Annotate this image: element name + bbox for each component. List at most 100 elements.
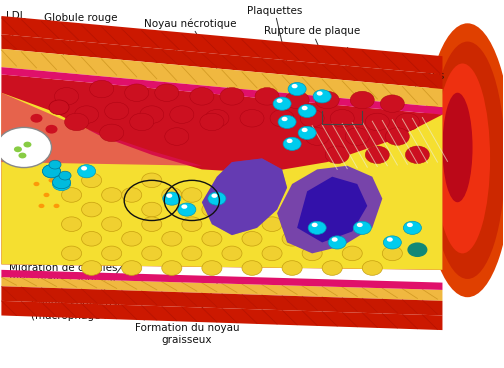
- Circle shape: [302, 217, 322, 231]
- Circle shape: [222, 217, 242, 231]
- Circle shape: [288, 82, 306, 96]
- Circle shape: [222, 246, 242, 261]
- Text: Formation du noyau
graisseux: Formation du noyau graisseux: [135, 278, 239, 344]
- Circle shape: [25, 92, 37, 101]
- Text: Macrophage
(leucocyte modifié): Macrophage (leucocyte modifié): [12, 212, 112, 254]
- Circle shape: [200, 113, 224, 131]
- Polygon shape: [2, 301, 443, 330]
- Circle shape: [240, 110, 264, 127]
- Polygon shape: [202, 159, 287, 235]
- Polygon shape: [2, 67, 443, 114]
- Circle shape: [0, 127, 51, 167]
- Circle shape: [325, 146, 349, 163]
- Circle shape: [202, 261, 222, 275]
- Circle shape: [287, 139, 293, 143]
- Circle shape: [178, 203, 196, 216]
- Ellipse shape: [430, 42, 504, 279]
- Circle shape: [42, 164, 60, 178]
- Text: LDL oxydé: LDL oxydé: [7, 198, 60, 217]
- Circle shape: [262, 188, 282, 202]
- Circle shape: [405, 146, 429, 163]
- Polygon shape: [202, 159, 287, 235]
- Circle shape: [302, 188, 322, 202]
- Circle shape: [61, 188, 82, 202]
- Circle shape: [395, 113, 419, 131]
- Circle shape: [38, 204, 44, 208]
- Circle shape: [43, 193, 49, 197]
- Circle shape: [49, 100, 69, 114]
- Circle shape: [242, 231, 262, 246]
- Circle shape: [181, 205, 187, 209]
- Circle shape: [165, 128, 189, 145]
- Circle shape: [386, 128, 409, 145]
- Circle shape: [190, 88, 214, 105]
- Circle shape: [105, 102, 129, 120]
- Text: Plaque fibreuse: Plaque fibreuse: [144, 35, 225, 76]
- Polygon shape: [2, 93, 443, 270]
- Circle shape: [322, 261, 342, 275]
- Circle shape: [282, 202, 302, 217]
- Circle shape: [262, 217, 282, 231]
- Circle shape: [19, 153, 26, 159]
- Circle shape: [332, 237, 338, 242]
- Circle shape: [182, 217, 202, 231]
- Circle shape: [298, 126, 316, 139]
- Circle shape: [78, 164, 96, 178]
- Polygon shape: [2, 49, 443, 107]
- Circle shape: [305, 128, 329, 145]
- Circle shape: [40, 99, 52, 108]
- Circle shape: [82, 202, 102, 217]
- Circle shape: [49, 160, 61, 169]
- Circle shape: [82, 173, 102, 188]
- Polygon shape: [2, 16, 443, 74]
- Circle shape: [357, 223, 363, 227]
- Circle shape: [302, 246, 322, 261]
- Circle shape: [82, 231, 102, 246]
- Polygon shape: [277, 166, 383, 254]
- Circle shape: [166, 194, 172, 198]
- Circle shape: [292, 84, 297, 88]
- Ellipse shape: [443, 93, 473, 202]
- Text: Globule rouge: Globule rouge: [44, 13, 117, 61]
- Circle shape: [301, 106, 307, 110]
- Circle shape: [242, 202, 262, 217]
- Circle shape: [59, 171, 71, 180]
- Circle shape: [33, 182, 39, 186]
- Circle shape: [242, 261, 262, 275]
- Circle shape: [142, 217, 162, 231]
- Circle shape: [220, 88, 244, 105]
- Circle shape: [365, 146, 389, 163]
- Circle shape: [142, 173, 162, 188]
- Circle shape: [283, 137, 301, 151]
- Circle shape: [142, 246, 162, 261]
- Circle shape: [24, 142, 31, 148]
- Circle shape: [121, 261, 142, 275]
- Circle shape: [52, 177, 71, 191]
- Circle shape: [170, 106, 194, 123]
- Circle shape: [102, 217, 121, 231]
- Circle shape: [308, 221, 326, 234]
- Circle shape: [387, 237, 393, 242]
- Circle shape: [182, 188, 202, 202]
- Circle shape: [365, 113, 389, 131]
- Text: Rupture de plaque: Rupture de plaque: [264, 26, 360, 75]
- Circle shape: [270, 110, 294, 127]
- Circle shape: [383, 246, 402, 261]
- Circle shape: [313, 90, 331, 103]
- Circle shape: [90, 80, 114, 98]
- Circle shape: [130, 113, 154, 131]
- Circle shape: [282, 261, 302, 275]
- Circle shape: [121, 231, 142, 246]
- Text: Thrombus: Thrombus: [392, 71, 445, 95]
- Circle shape: [75, 106, 99, 123]
- Circle shape: [140, 106, 164, 123]
- Circle shape: [301, 128, 307, 132]
- Circle shape: [328, 236, 346, 249]
- Circle shape: [45, 125, 57, 134]
- Circle shape: [384, 236, 401, 249]
- Circle shape: [46, 166, 52, 170]
- Circle shape: [121, 188, 142, 202]
- Circle shape: [162, 261, 182, 275]
- Ellipse shape: [435, 63, 490, 254]
- Circle shape: [124, 84, 149, 102]
